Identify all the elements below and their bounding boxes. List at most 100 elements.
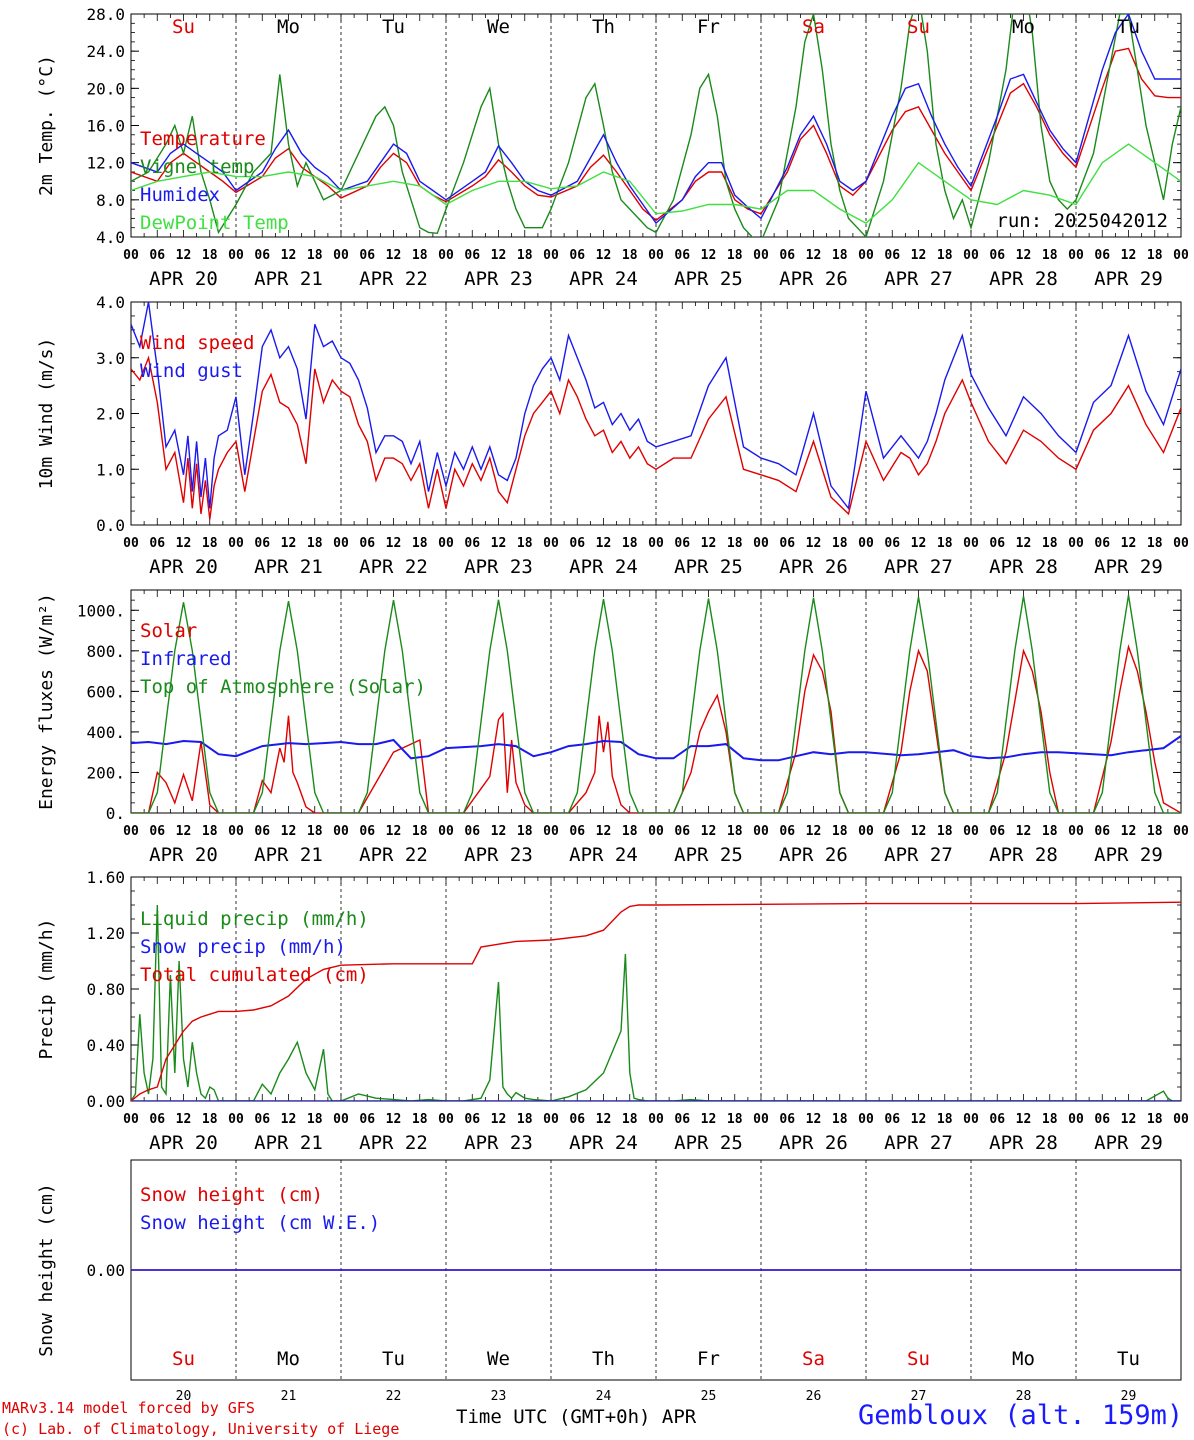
weekday-label: Mo: [1012, 1348, 1035, 1370]
hour-label: 00: [1173, 248, 1189, 263]
legend-entry: Snow height (cm W.E.): [140, 1212, 380, 1234]
hour-label: 00: [1068, 536, 1084, 551]
hour-label: 06: [569, 824, 585, 839]
run-label: run: 2025042012: [996, 210, 1168, 232]
hour-label: 00: [1173, 1112, 1189, 1127]
hour-label: 00: [333, 1112, 349, 1127]
date-label: APR 24: [569, 556, 638, 578]
hour-label: 06: [149, 1112, 165, 1127]
hour-label: 18: [1147, 1112, 1163, 1127]
day-number-label: 24: [596, 1389, 612, 1404]
hour-label: 18: [1042, 824, 1058, 839]
hour-label: 12: [911, 824, 927, 839]
date-label: APR 23: [464, 268, 533, 290]
hour-label: 12: [596, 536, 612, 551]
date-label: APR 21: [254, 268, 323, 290]
hour-label: 06: [254, 536, 270, 551]
station-name: Gembloux (alt. 159m): [858, 1400, 1184, 1431]
hour-label: 00: [648, 824, 664, 839]
y-tick-label: 400.: [86, 723, 125, 742]
hour-label: 06: [674, 248, 690, 263]
hour-label: 18: [937, 1112, 953, 1127]
hour-label: 18: [1042, 1112, 1058, 1127]
weekday-label: Fr: [697, 16, 720, 38]
hour-label: 00: [228, 824, 244, 839]
hour-label: 06: [254, 1112, 270, 1127]
hour-label: 06: [779, 248, 795, 263]
hour-label: 00: [333, 248, 349, 263]
hour-label: 00: [333, 824, 349, 839]
hour-label: 00: [1068, 248, 1084, 263]
hour-label: 06: [254, 248, 270, 263]
hour-label: 06: [569, 248, 585, 263]
hour-label: 06: [884, 248, 900, 263]
hour-label: 00: [438, 536, 454, 551]
hour-label: 12: [491, 1112, 507, 1127]
hour-label: 06: [1094, 536, 1110, 551]
series-line: [131, 901, 1181, 1101]
hour-label: 12: [911, 248, 927, 263]
y-tick-label: 4.0: [96, 293, 125, 312]
date-label: APR 21: [254, 844, 323, 866]
date-label: APR 24: [569, 268, 638, 290]
date-label: APR 26: [779, 556, 848, 578]
hour-label: 12: [596, 248, 612, 263]
weekday-label: Su: [172, 1348, 195, 1370]
date-label: APR 29: [1094, 268, 1163, 290]
hour-label: 18: [937, 824, 953, 839]
hour-label: 12: [1016, 248, 1032, 263]
y-tick-label: 0.80: [86, 980, 125, 999]
legend-entry: Humidex: [140, 184, 220, 206]
hour-label: 06: [569, 536, 585, 551]
hour-label: 06: [359, 824, 375, 839]
weekday-label: Sa: [802, 1348, 825, 1370]
hour-label: 12: [1121, 1112, 1137, 1127]
series-line: [131, 644, 1181, 813]
hour-label: 12: [281, 248, 297, 263]
hour-label: 18: [937, 248, 953, 263]
hour-label: 06: [464, 824, 480, 839]
hour-label: 00: [963, 536, 979, 551]
hour-label: 06: [779, 536, 795, 551]
hour-label: 00: [648, 536, 664, 551]
legend-entry: Total cumulated (cm): [140, 964, 369, 986]
weekday-label: Th: [592, 16, 615, 38]
date-label: APR 27: [884, 1132, 953, 1154]
hour-label: 18: [307, 248, 323, 263]
weekday-label: Su: [172, 16, 195, 38]
legend-entry: Temperature: [140, 128, 266, 150]
hour-label: 12: [911, 536, 927, 551]
hour-label: 06: [464, 536, 480, 551]
hour-label: 12: [491, 824, 507, 839]
hour-label: 06: [989, 1112, 1005, 1127]
y-axis-title: Precip (mm/h): [36, 919, 57, 1060]
date-label: APR 28: [989, 556, 1058, 578]
series-line: [131, 143, 1181, 224]
hour-label: 00: [1173, 536, 1189, 551]
hour-label: 06: [884, 824, 900, 839]
date-label: APR 21: [254, 556, 323, 578]
hour-label: 18: [412, 1112, 428, 1127]
hour-label: 12: [281, 824, 297, 839]
y-tick-label: 3.0: [96, 349, 125, 368]
hour-label: 00: [963, 248, 979, 263]
y-tick-label: 8.0: [96, 191, 125, 210]
series-line: [131, 14, 1181, 225]
hour-label: 12: [701, 824, 717, 839]
hour-label: 18: [1042, 536, 1058, 551]
y-tick-label: 16.0: [86, 117, 125, 136]
hour-label: 18: [622, 1112, 638, 1127]
y-axis-title: 10m Wind (m/s): [36, 338, 57, 490]
hour-label: 18: [727, 1112, 743, 1127]
hour-label: 12: [386, 536, 402, 551]
hour-label: 00: [123, 536, 139, 551]
hour-label: 12: [806, 824, 822, 839]
lab-credit: (c) Lab. of Climatology, University of L…: [2, 1420, 400, 1438]
hour-label: 18: [1147, 536, 1163, 551]
y-axis-title: Energy fluxes (W/m²): [36, 593, 57, 810]
date-label: APR 20: [149, 1132, 218, 1154]
series-line: [131, 735, 1181, 762]
hour-label: 00: [648, 248, 664, 263]
weekday-label: We: [487, 16, 510, 38]
hour-label: 18: [622, 824, 638, 839]
